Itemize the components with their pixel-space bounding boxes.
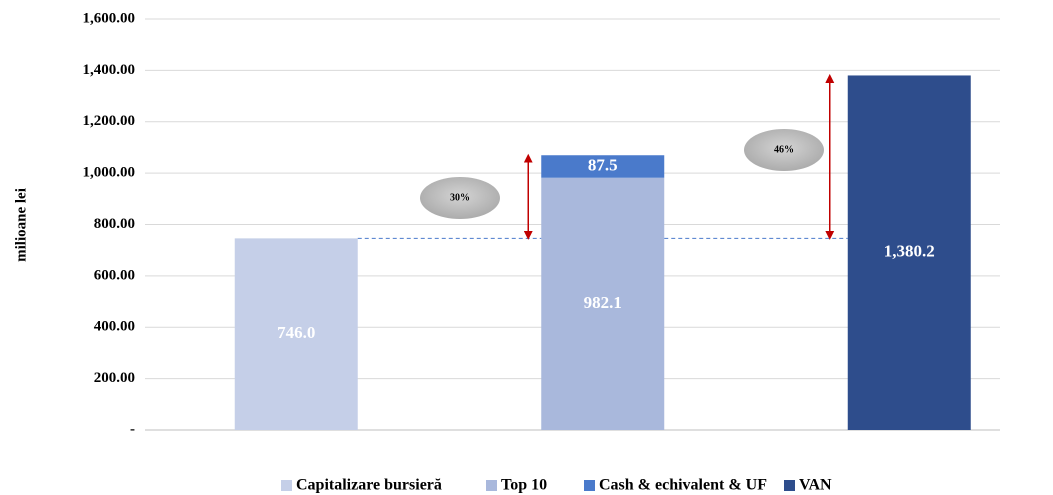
bar — [541, 177, 665, 430]
annotation: 30% — [450, 192, 470, 203]
annotation-bubble — [420, 177, 500, 219]
legend-label: Top 10 — [501, 477, 547, 494]
y-tick-label: - — [130, 421, 135, 437]
bar — [541, 155, 665, 178]
annotation-bubble — [744, 129, 824, 171]
bar — [847, 75, 971, 431]
y-tick-label: 800.00 — [94, 216, 135, 232]
y-tick-label: 1,200.00 — [83, 113, 136, 129]
legend-swatch — [486, 480, 497, 491]
legend-swatch — [784, 480, 795, 491]
bar — [234, 238, 358, 430]
y-tick-label: 1,000.00 — [83, 165, 136, 181]
y-tick-label: 200.00 — [94, 370, 135, 386]
data-label: 1,380.2 — [884, 242, 935, 261]
legend-label: VAN — [799, 477, 832, 494]
y-axis-label: milioane lei — [13, 188, 29, 262]
y-tick-label: 400.00 — [94, 319, 135, 335]
y-tick-label: 1,400.00 — [83, 62, 136, 78]
y-tick-label: 600.00 — [94, 267, 135, 283]
legend-swatch — [281, 480, 292, 491]
data-label: 982.1 — [584, 293, 622, 312]
legend-label: Capitalizare bursieră — [296, 477, 442, 494]
data-label: 87.5 — [588, 155, 618, 174]
y-tick-label: 1,600.00 — [83, 10, 136, 26]
legend-swatch — [584, 480, 595, 491]
data-label: 746.0 — [277, 323, 315, 342]
annotation: 46% — [774, 144, 794, 155]
legend-label: Cash & echivalent & UF — [599, 477, 767, 494]
